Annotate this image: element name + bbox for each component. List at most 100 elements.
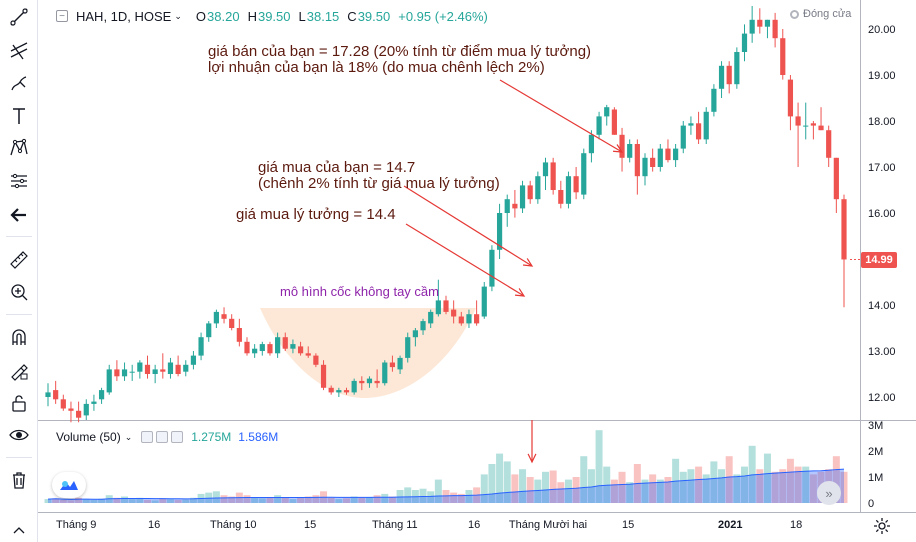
volume-bar[interactable] [488,464,496,503]
candle-body[interactable] [428,311,434,324]
candle-body[interactable] [405,337,411,358]
candle-body[interactable] [688,123,694,126]
candle-body[interactable] [749,19,755,34]
buy-arrow[interactable] [403,185,533,267]
candle-body[interactable] [565,176,572,204]
volume-bar[interactable] [809,474,817,503]
candle-body[interactable] [259,344,265,351]
volume-bar[interactable] [304,496,312,504]
volume-bar[interactable] [67,500,75,503]
volume-bar[interactable] [496,453,504,503]
price-chart-canvas[interactable]: 20.00 19.00 18.00 17.00 16.00 14.00 13.00 12.00… [38,0,916,542]
trash-icon[interactable] [4,466,34,494]
volume-bar[interactable] [52,498,60,503]
pattern-icon[interactable] [4,134,34,162]
candle-body[interactable] [741,33,748,52]
candle-body[interactable] [144,364,151,374]
candle-body[interactable] [114,369,120,377]
candle-body[interactable] [810,123,816,126]
volume-bar[interactable] [343,498,350,503]
lock-icon[interactable] [4,389,34,417]
candle-body[interactable] [275,337,281,354]
candle-body[interactable] [121,369,128,377]
candle-body[interactable] [642,157,648,177]
volume-bar[interactable] [381,493,389,503]
candle-body[interactable] [175,364,181,374]
candle-body[interactable] [351,380,357,393]
volume-bar[interactable] [228,496,236,504]
candle-body[interactable] [389,362,396,368]
candle-body[interactable] [466,314,472,324]
candle-body[interactable] [627,144,633,158]
candle-body[interactable] [221,314,227,319]
candle-body[interactable] [68,408,74,411]
chevron-down-icon[interactable]: ⌄ [174,10,182,21]
candle-body[interactable] [313,355,319,365]
candle-body[interactable] [129,371,135,373]
volume-bar[interactable] [297,497,305,503]
volume-bar[interactable] [748,445,756,503]
candle-body[interactable] [481,286,487,317]
prediction-icon[interactable] [4,167,34,195]
volume-bar[interactable] [98,498,106,503]
candle-body[interactable] [703,111,709,140]
eye-icon[interactable] [4,421,34,449]
candle-body[interactable] [45,392,51,397]
volume-bar[interactable] [82,499,90,503]
candle-body[interactable] [841,199,847,260]
candle-body[interactable] [673,148,679,161]
volume-bar[interactable] [182,499,190,503]
candle-body[interactable] [328,387,334,393]
volume-bar[interactable] [59,499,67,503]
candle-body[interactable] [726,65,732,85]
volume-label[interactable]: Volume (50) [56,430,121,444]
volume-bar[interactable] [832,456,840,503]
candle-body[interactable] [535,176,541,200]
candle-body[interactable] [366,378,373,384]
ruler-icon[interactable] [4,246,34,274]
candle-body[interactable] [795,116,801,126]
volume-bar[interactable] [595,430,603,503]
candle-body[interactable] [359,380,365,384]
candle-body[interactable] [596,116,602,135]
candle-body[interactable] [252,348,258,354]
candle-body[interactable] [680,125,686,149]
volume-bar[interactable] [274,495,282,503]
volume-bar[interactable] [166,499,174,503]
candle-body[interactable] [558,190,564,204]
volume-bar[interactable] [794,466,802,503]
volume-bar[interactable] [151,500,159,503]
candle-body[interactable] [297,346,304,354]
candle-body[interactable] [76,410,82,418]
market-status[interactable]: Đóng cửa [790,8,851,20]
cup-pattern-shape[interactable] [260,308,476,399]
volume-bar[interactable] [656,479,664,503]
candle-body[interactable] [573,176,579,193]
candle-body[interactable] [504,199,510,213]
back-arrow-icon[interactable] [4,201,34,229]
chart-area[interactable]: 20.00 19.00 18.00 17.00 16.00 14.00 13.00 12.00… [38,0,916,542]
candle-body[interactable] [336,390,342,393]
candle-body[interactable] [718,65,725,89]
volume-bar[interactable] [649,474,657,503]
volume-bar[interactable] [144,499,151,503]
volume-bar[interactable] [664,477,672,503]
trend-line-icon[interactable] [4,36,34,64]
candle-body[interactable] [650,157,656,167]
volume-bar[interactable] [373,495,381,503]
volume-bar[interactable] [480,474,488,503]
crosshair-icon[interactable] [4,3,34,31]
candle-body[interactable] [160,369,166,372]
volume-bar[interactable] [710,461,718,503]
symbol-label[interactable]: HAH, 1D, HOSE [76,8,172,24]
volume-bar[interactable] [289,499,297,503]
candle-body[interactable] [167,362,174,375]
volume-bar[interactable] [258,498,266,503]
candle-body[interactable] [489,249,495,287]
volume-bar[interactable] [90,499,98,503]
candle-body[interactable] [60,399,66,409]
collapse-icon[interactable]: − [56,10,68,22]
volume-bar[interactable] [503,461,511,503]
volume-bar[interactable] [128,499,136,503]
volume-bar[interactable] [312,495,320,503]
